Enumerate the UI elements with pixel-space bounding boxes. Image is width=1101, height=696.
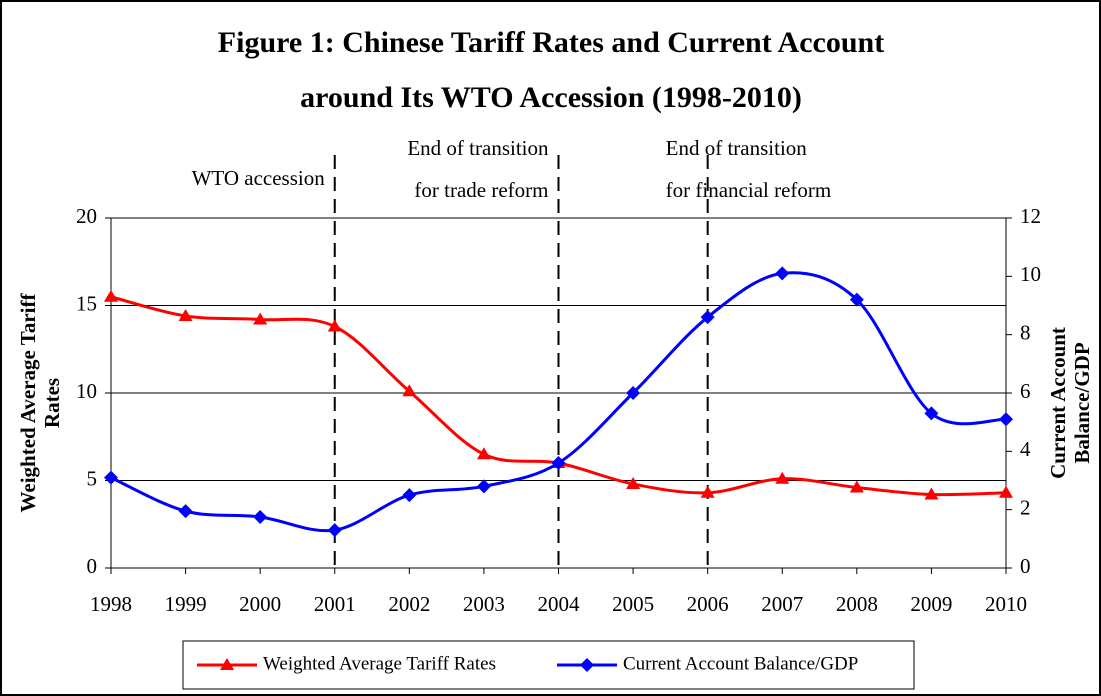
x-tick-label: 1999 xyxy=(165,592,207,616)
y-tick-label: 10 xyxy=(76,379,97,403)
data-point xyxy=(402,488,417,503)
x-tick-label: 2009 xyxy=(910,592,952,616)
data-point xyxy=(700,310,715,325)
data-point xyxy=(700,485,715,498)
annotation-text: for financial reform xyxy=(666,178,832,202)
y2-tick-label: 4 xyxy=(1020,437,1031,461)
x-tick-label: 2005 xyxy=(612,592,654,616)
data-point xyxy=(178,504,193,519)
y-axis-label: Rates xyxy=(40,378,64,428)
chart-title: Figure 1: Chinese Tariff Rates and Curre… xyxy=(218,26,884,59)
x-tick-label: 2004 xyxy=(538,592,581,616)
x-tick-label: 2007 xyxy=(761,592,803,616)
legend-label: Current Account Balance/GDP xyxy=(623,653,858,674)
data-point xyxy=(253,312,268,325)
y-tick-label: 20 xyxy=(76,204,97,228)
data-point xyxy=(849,480,864,493)
y2-axis-label: Current Account xyxy=(1046,327,1070,479)
data-point xyxy=(253,509,268,524)
data-point xyxy=(626,477,641,489)
x-tick-label: 2010 xyxy=(985,592,1027,616)
y-tick-label: 5 xyxy=(87,466,98,490)
x-tick-label: 2006 xyxy=(687,592,729,616)
y-tick-label: 0 xyxy=(87,554,98,578)
annotation-text: for trade reform xyxy=(414,178,548,202)
y-tick-label: 15 xyxy=(76,291,97,315)
data-point xyxy=(327,319,342,332)
data-point xyxy=(476,479,491,494)
y2-tick-label: 6 xyxy=(1020,379,1031,403)
y2-tick-label: 12 xyxy=(1020,204,1041,228)
y2-tick-label: 0 xyxy=(1020,554,1031,578)
data-point xyxy=(924,406,939,421)
data-point xyxy=(924,487,939,500)
legend-box xyxy=(182,640,915,690)
x-tick-label: 2001 xyxy=(314,592,356,616)
x-tick-label: 2000 xyxy=(239,592,281,616)
data-point xyxy=(775,266,790,281)
data-point xyxy=(104,289,118,302)
x-tick-label: 2002 xyxy=(388,592,430,616)
data-point xyxy=(327,523,342,538)
y2-tick-label: 2 xyxy=(1020,495,1031,519)
data-point xyxy=(999,412,1013,427)
legend-label: Weighted Average Tariff Rates xyxy=(263,653,496,674)
data-point xyxy=(402,384,417,397)
data-point xyxy=(104,470,118,485)
data-point xyxy=(775,471,790,484)
data-point xyxy=(849,292,864,307)
x-tick-label: 2003 xyxy=(463,592,505,616)
y2-tick-label: 10 xyxy=(1020,262,1041,286)
annotation-text: End of transition xyxy=(666,136,808,160)
x-tick-label: 1998 xyxy=(90,592,132,616)
chart-title: around Its WTO Accession (1998-2010) xyxy=(300,81,802,114)
annotation-text: End of transition xyxy=(407,136,549,160)
y2-axis-label: Balance/GDP xyxy=(1070,342,1094,463)
y2-tick-label: 8 xyxy=(1020,320,1031,344)
legend-marker xyxy=(580,658,594,672)
data-point xyxy=(551,456,566,470)
y-axis-label: Weighted Average Tariff xyxy=(16,293,40,513)
x-tick-label: 2008 xyxy=(836,592,878,616)
data-point xyxy=(476,447,491,460)
data-point xyxy=(178,309,193,321)
legend-marker xyxy=(220,658,234,670)
data-point xyxy=(626,386,641,400)
data-point xyxy=(999,485,1013,498)
annotation-text: WTO accession xyxy=(192,166,326,190)
